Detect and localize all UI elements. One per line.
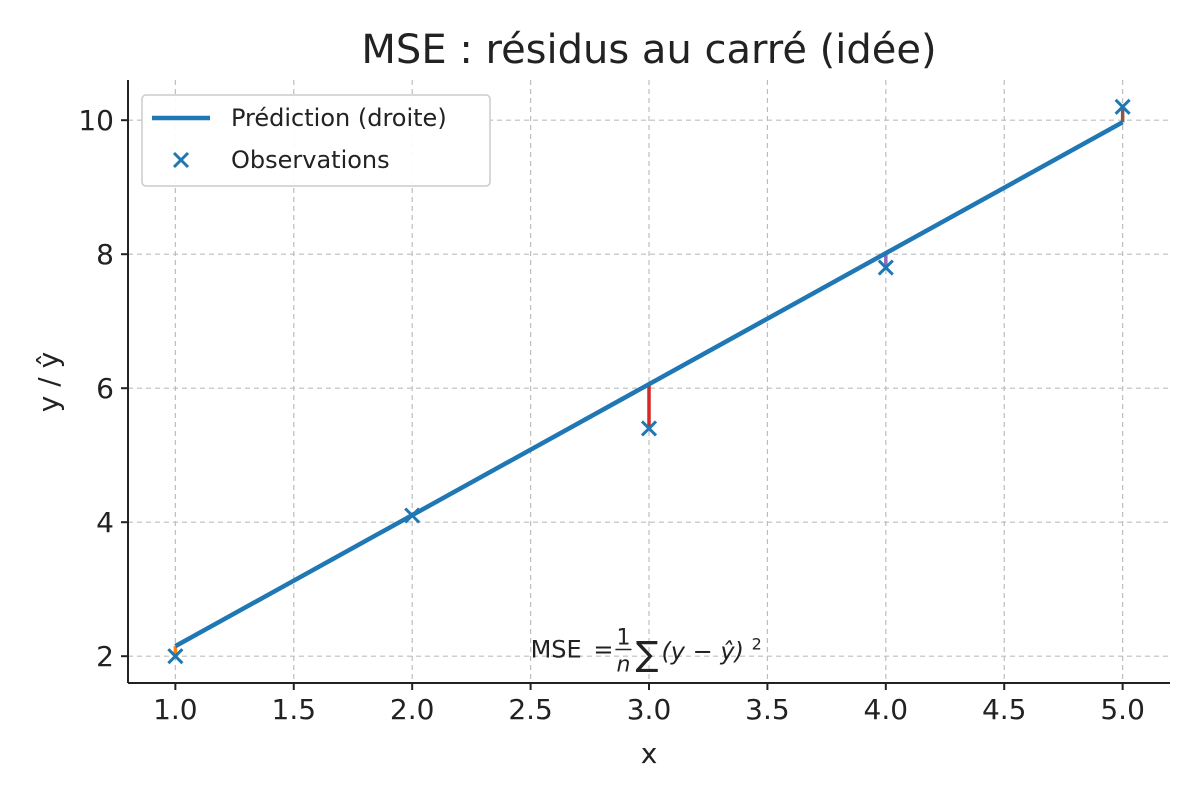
legend-marker-swatch [172, 151, 190, 169]
observation-series [167, 98, 1131, 665]
mse-formula-exponent: 2 [752, 635, 762, 654]
mse-formula-equals: = [593, 636, 613, 664]
mse-formula-body: (y − ŷ) [661, 638, 744, 666]
y-tick-label: 6 [96, 372, 114, 405]
mse-formula-sum: ∑ [635, 635, 658, 675]
x-tick-label: 5.0 [1100, 693, 1145, 726]
y-axis-label: y / ŷ [32, 352, 65, 412]
mse-formula-numerator: 1 [616, 626, 630, 651]
x-tick-label: 1.5 [272, 693, 317, 726]
x-tick-label: 3.5 [745, 693, 790, 726]
legend-box [141, 94, 491, 187]
observation-point [1114, 98, 1131, 115]
y-tick-label: 4 [96, 506, 114, 539]
legend: Prédiction (droite) Observations [141, 94, 491, 187]
y-ticks: 2 4 6 8 10 [78, 104, 128, 673]
x-tick-label: 4.5 [982, 693, 1027, 726]
x-axis-label: x [641, 737, 658, 770]
x-tick-label: 4.0 [864, 693, 909, 726]
x-tick-label: 2.0 [390, 693, 435, 726]
observation-point [404, 507, 421, 524]
y-tick-label: 8 [96, 238, 114, 271]
x-tick-label: 3.0 [627, 693, 672, 726]
legend-entry-observations: Observations [231, 146, 390, 174]
prediction-line [174, 120, 1124, 649]
prediction-series [174, 120, 1124, 649]
y-tick-label: 2 [96, 640, 114, 673]
observation-point [877, 259, 894, 276]
chart-title: MSE : résidus au carré (idée) [361, 27, 936, 73]
mse-formula: MSE = 1 n ∑ (y − ŷ) 2 [531, 626, 762, 678]
x-tick-label: 2.5 [508, 693, 553, 726]
observation-point [167, 648, 184, 665]
mse-formula-prefix: MSE [531, 636, 582, 664]
x-ticks: 1.0 1.5 2.0 2.5 3.0 3.5 4.0 4.5 5.0 [153, 683, 1145, 726]
observation-point [640, 420, 658, 437]
svg-text:(y − ŷ) 2: (y − ŷ) 2 [661, 635, 761, 666]
x-tick-label: 1.0 [153, 693, 198, 726]
mse-formula-denominator: n [616, 653, 630, 678]
mse-formula-text: MSE = [531, 636, 614, 664]
y-tick-label: 10 [78, 104, 114, 137]
legend-entry-prediction: Prédiction (droite) [231, 104, 447, 132]
